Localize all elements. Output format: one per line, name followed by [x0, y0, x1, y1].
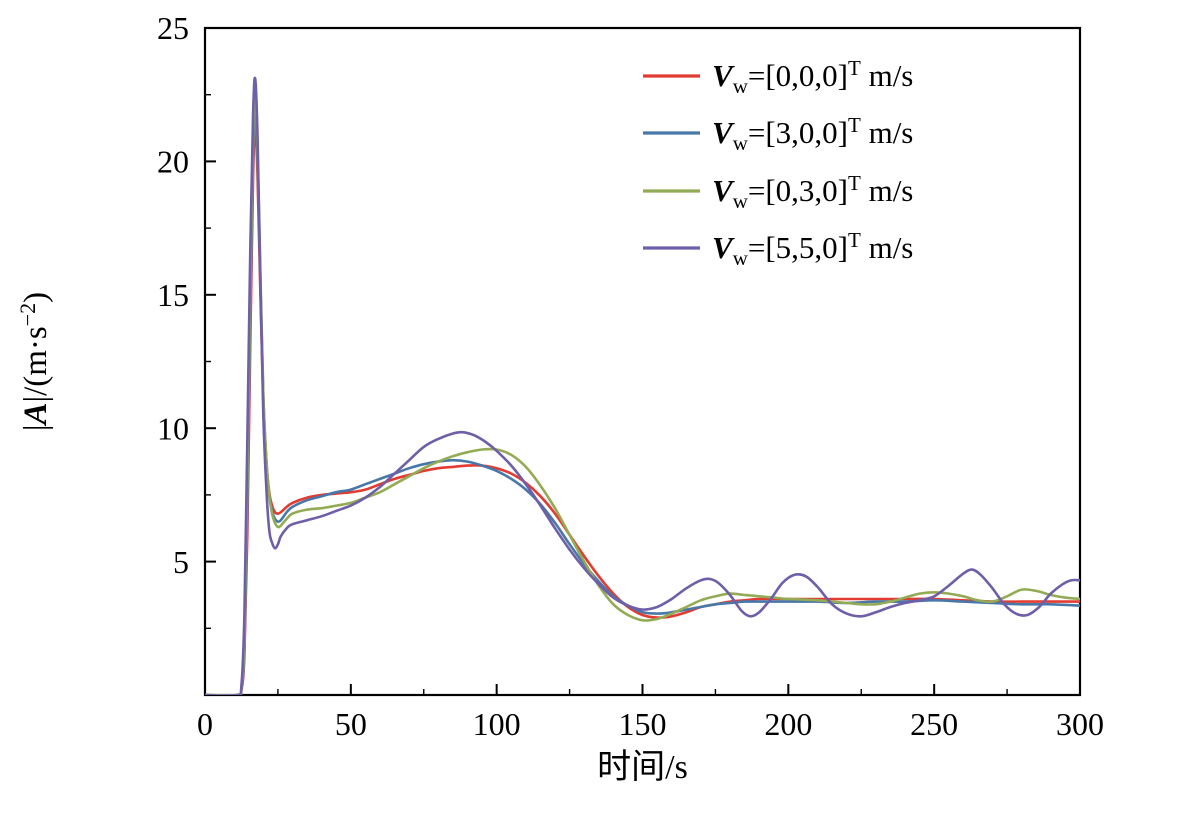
legend-label: Vw=[0,3,0]T m/s: [712, 171, 913, 213]
y-tick-label: 25: [157, 10, 189, 46]
x-tick-label: 300: [1056, 706, 1104, 742]
legend-item: Vw=[0,3,0]T m/s: [643, 171, 913, 213]
series-line-3: [205, 76, 1080, 695]
series-group: [205, 76, 1080, 695]
plot-frame: [203, 26, 1082, 697]
x-tick-label: 200: [764, 706, 812, 742]
y-tick-label: 15: [157, 277, 189, 313]
x-tick-label: 50: [335, 706, 367, 742]
legend-label: Vw=[3,0,0]T m/s: [712, 113, 913, 155]
y-tick-label: 10: [157, 410, 189, 446]
x-tick-label: 250: [910, 706, 958, 742]
legend: Vw=[0,0,0]T m/s Vw=[3,0,0]T m/s Vw=[0,3,0]…: [643, 56, 913, 270]
legend-label: Vw=[5,5,0]T m/s: [712, 228, 913, 270]
axis-tick-labels: 0 50 100 150 200 250 300 5 10 15 20 25: [157, 10, 1104, 742]
legend-item: Vw=[0,0,0]T m/s: [643, 56, 913, 98]
series-line-2: [205, 90, 1080, 695]
legend-label: Vw=[0,0,0]T m/s: [712, 56, 913, 98]
y-tick-label: 5: [173, 544, 189, 580]
legend-item: Vw=[3,0,0]T m/s: [643, 113, 913, 155]
legend-item: Vw=[5,5,0]T m/s: [643, 228, 913, 270]
x-tick-label: 100: [473, 706, 521, 742]
x-axis-label: 时间/s: [597, 749, 688, 786]
x-tick-label: 150: [619, 706, 667, 742]
series-line-1: [205, 109, 1080, 695]
y-tick-label: 20: [157, 144, 189, 180]
y-axis-label: |A|/(m·s−2): [15, 292, 54, 431]
axis-ticks: [205, 27, 1081, 695]
x-tick-label: 0: [197, 706, 213, 742]
